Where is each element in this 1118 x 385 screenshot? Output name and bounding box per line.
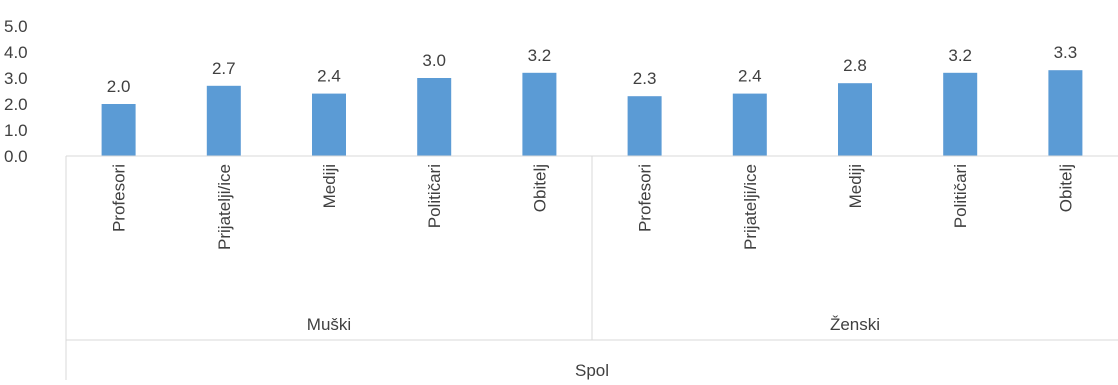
y-axis-tick-labels: 0.0 1.0 2.0 3.0 4.0 5.0 <box>4 17 28 166</box>
bar <box>312 93 346 156</box>
data-label: 2.4 <box>738 67 762 86</box>
y-tick-label: 3.0 <box>4 69 28 88</box>
x-axis-title: Spol <box>575 361 609 380</box>
category-label: Obitelj <box>1056 164 1075 212</box>
bar <box>522 72 557 156</box>
category-labels-layer: Profesori Prijatelji/ice Mediji Političari O… <box>110 164 1076 250</box>
bar <box>1048 70 1083 156</box>
bars-layer <box>101 70 1083 156</box>
bar <box>627 96 662 156</box>
category-label: Profesori <box>110 164 129 232</box>
group-label: Muški <box>307 315 351 334</box>
y-tick-label: 1.0 <box>4 121 28 140</box>
y-tick-label: 2.0 <box>4 95 28 114</box>
data-label: 2.3 <box>633 69 657 88</box>
bar <box>417 78 452 156</box>
data-label: 2.4 <box>317 67 341 86</box>
bar <box>943 72 978 156</box>
category-label: Obitelj <box>530 164 549 212</box>
y-tick-label: 5.0 <box>4 17 28 36</box>
group-label: Ženski <box>830 315 880 334</box>
y-tick-label: 0.0 <box>4 147 28 166</box>
data-label: 3.2 <box>948 46 972 65</box>
bar <box>206 85 241 156</box>
axis-lines <box>65 155 1118 380</box>
category-label: Prijatelji/ice <box>215 164 234 250</box>
category-label: Profesori <box>636 164 655 232</box>
bar <box>101 104 136 156</box>
data-label: 2.7 <box>212 59 236 78</box>
category-label: Političari <box>951 164 970 228</box>
category-label: Prijatelji/ice <box>741 164 760 250</box>
category-label: Mediji <box>320 164 339 208</box>
data-label: 3.3 <box>1054 43 1078 62</box>
data-label: 3.2 <box>528 46 552 65</box>
y-tick-label: 4.0 <box>4 43 28 62</box>
data-label: 3.0 <box>422 51 446 70</box>
data-label: 2.8 <box>843 56 867 75</box>
data-label: 2.0 <box>107 77 131 96</box>
category-label: Političari <box>425 164 444 228</box>
bar <box>838 83 872 156</box>
data-labels-layer: 2.0 2.7 2.4 3.0 3.2 2.3 2.4 2.8 3.2 3.3 <box>107 43 1077 96</box>
group-labels-layer: Muški Ženski <box>307 315 880 334</box>
bar <box>732 93 767 156</box>
category-label: Mediji <box>846 164 865 208</box>
